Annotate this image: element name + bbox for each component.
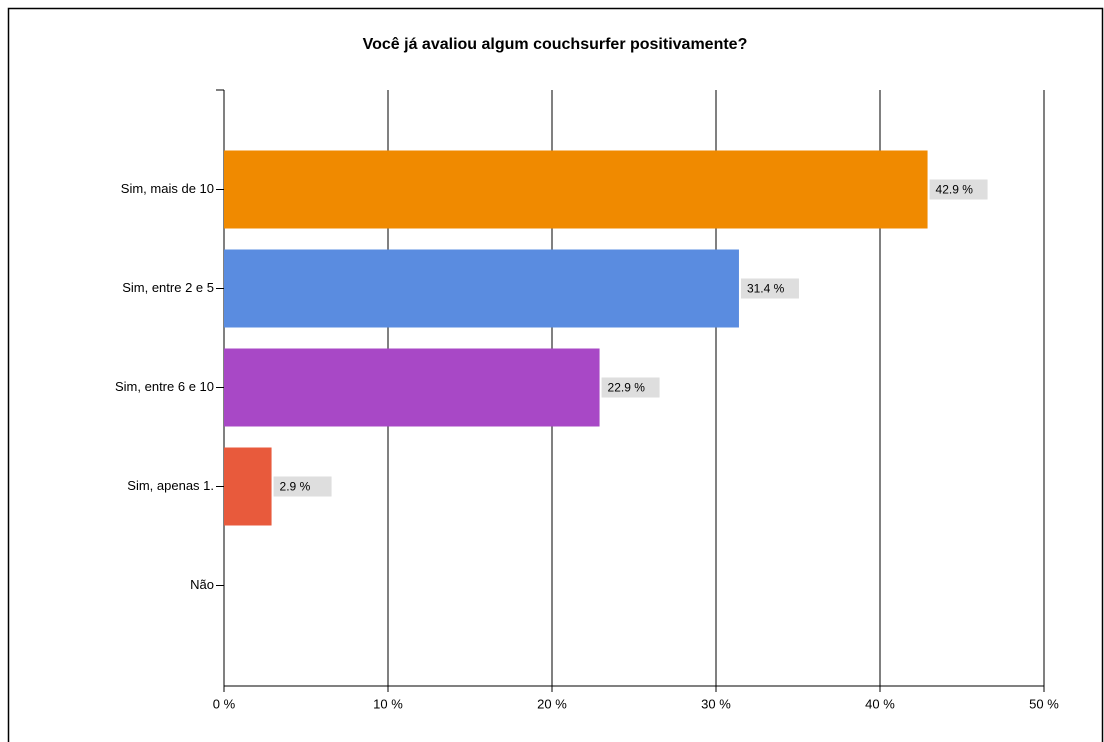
value-label-bg — [740, 278, 799, 299]
y-tick-label: Sim, apenas 1. — [127, 478, 214, 493]
value-label-bg — [601, 377, 660, 398]
x-tick-label: 10 % — [373, 696, 403, 711]
value-label: 42.9 % — [936, 183, 974, 197]
y-tick-label: Sim, mais de 10 — [121, 181, 214, 196]
y-tick-label: Sim, entre 2 e 5 — [122, 280, 214, 295]
x-tick-label: 50 % — [1029, 696, 1059, 711]
bar — [224, 348, 600, 427]
x-tick-label: 40 % — [865, 696, 895, 711]
value-label-bg — [929, 179, 988, 200]
chart-title: Você já avaliou algum couchsurfer positi… — [363, 36, 748, 53]
y-tick-label: Sim, entre 6 e 10 — [115, 379, 214, 394]
value-label-bg — [273, 476, 332, 497]
value-label: 31.4 % — [747, 282, 785, 296]
value-label: 22.9 % — [608, 381, 646, 395]
bar — [224, 249, 739, 328]
bar — [224, 447, 272, 526]
x-tick-label: 30 % — [701, 696, 731, 711]
bar — [224, 150, 928, 229]
value-label: 2.9 % — [280, 480, 311, 494]
x-tick-label: 20 % — [537, 696, 567, 711]
y-tick-label: Não — [190, 577, 214, 592]
x-tick-label: 0 % — [213, 696, 236, 711]
